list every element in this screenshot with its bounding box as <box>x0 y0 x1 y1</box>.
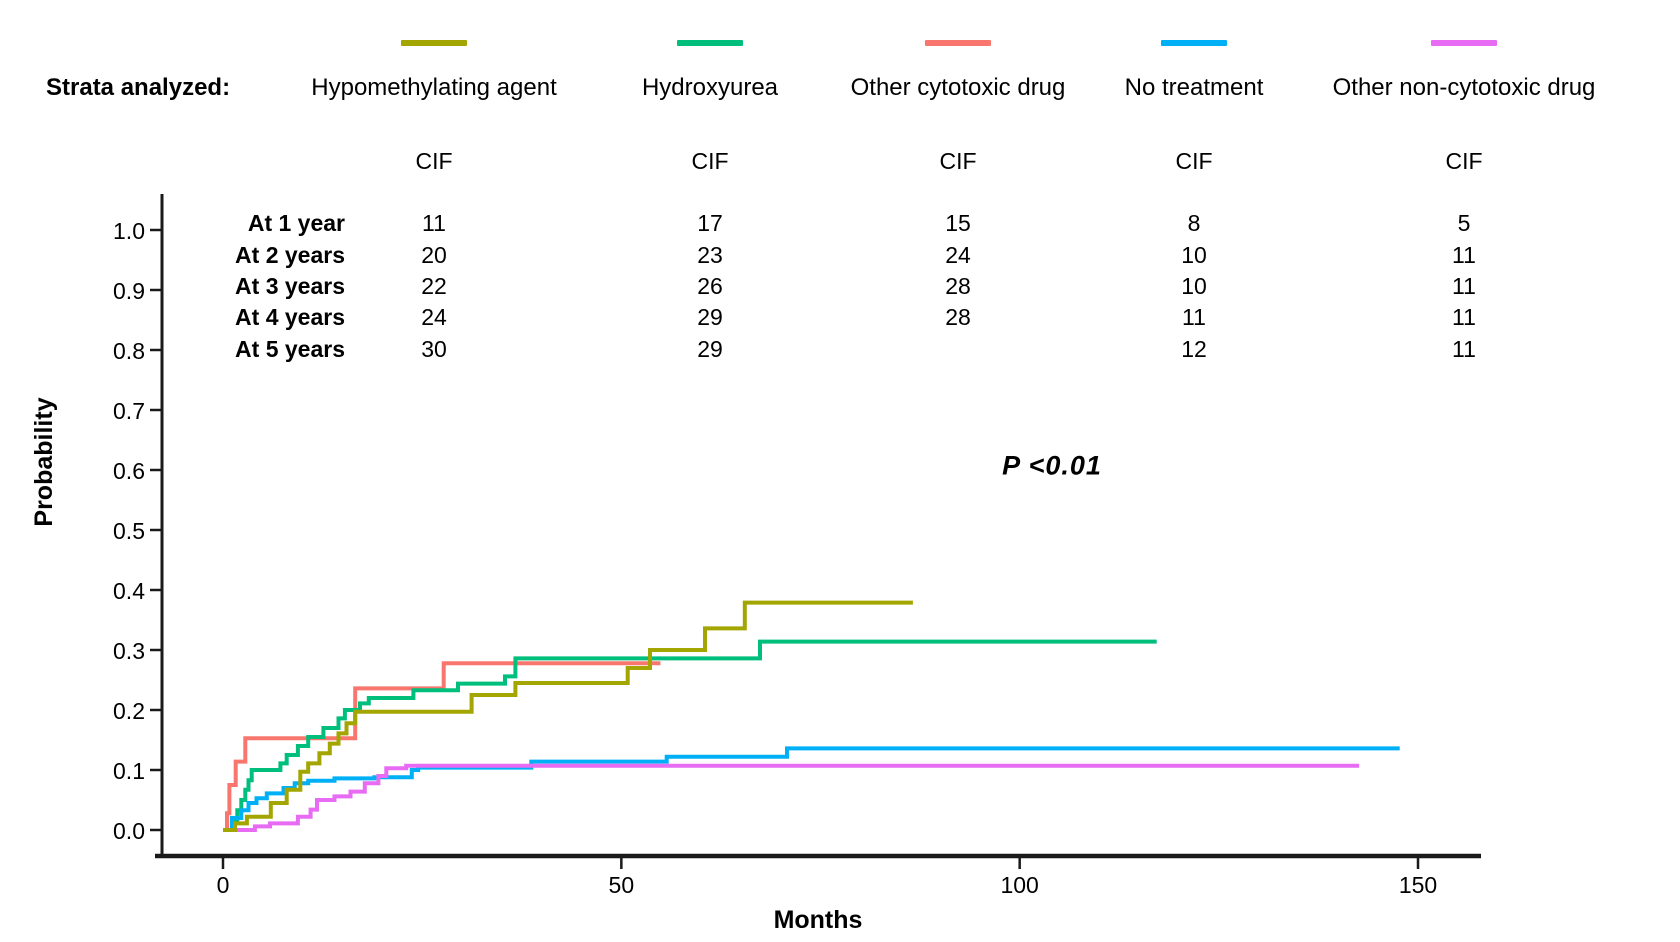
x-axis-title: Months <box>774 906 863 934</box>
y-tick-label: 0.2 <box>113 698 145 724</box>
y-tick-label: 0.0 <box>113 818 145 844</box>
cif-value: 8 <box>1187 210 1201 236</box>
legend-swatch-1 <box>401 40 467 46</box>
cif-header-1: CIF <box>415 148 453 174</box>
legend-label-2: Hydroxyurea <box>641 74 779 101</box>
legend-swatch-5 <box>1431 40 1497 46</box>
cif-value: 12 <box>1181 336 1207 362</box>
cif-header-2: CIF <box>691 148 729 174</box>
x-tick-label: 50 <box>609 872 635 898</box>
cif-value: 5 <box>1457 210 1471 236</box>
y-tick-label: 0.3 <box>113 638 145 664</box>
legend-label-3: Other cytotoxic drug <box>850 74 1066 101</box>
y-tick-label: 0.5 <box>113 518 145 544</box>
cif-value: 10 <box>1181 273 1207 299</box>
cif-row-label: At 4 years <box>235 304 345 330</box>
cif-value: 17 <box>697 210 723 236</box>
y-tick-label: 1.0 <box>113 218 145 244</box>
legend-label-4: No treatment <box>1124 74 1264 101</box>
legend-swatch-3 <box>925 40 991 46</box>
cif-row-label: At 5 years <box>235 336 345 362</box>
y-tick-label: 0.8 <box>113 338 145 364</box>
y-tick-label: 0.6 <box>113 458 145 484</box>
legend-title: Strata analyzed: <box>46 74 231 101</box>
cif-value: 11 <box>1452 242 1476 268</box>
cif-value: 28 <box>945 304 971 330</box>
cif-value: 11 <box>1452 273 1476 299</box>
cif-curve-other-non-cytotoxic-drug <box>223 763 1360 832</box>
legend-label-1: Hypomethylating agent <box>311 74 557 101</box>
legend-label-5: Other non-cytotoxic drug <box>1332 74 1596 101</box>
y-tick-label: 0.9 <box>113 278 145 304</box>
cif-row-label: At 3 years <box>235 273 345 299</box>
cif-value: 26 <box>697 273 723 299</box>
cif-curve-no-treatment <box>223 746 1400 832</box>
cif-value: 30 <box>421 336 447 362</box>
x-tick-label: 100 <box>1000 872 1038 898</box>
cif-value: 11 <box>1452 304 1476 330</box>
cif-value: 29 <box>697 304 723 330</box>
cif-curve-hydroxyurea <box>223 639 1157 832</box>
legend-swatch-2 <box>677 40 743 46</box>
cif-value: 29 <box>697 336 723 362</box>
x-tick-label: 0 <box>217 872 230 898</box>
cif-value: 11 <box>1182 304 1206 330</box>
cif-row-label: At 2 years <box>235 242 345 268</box>
cif-header-5: CIF <box>1445 148 1483 174</box>
cif-value: 24 <box>945 242 971 268</box>
legend-swatch-4 <box>1161 40 1227 46</box>
cif-value: 20 <box>421 242 447 268</box>
cif-value: 10 <box>1181 242 1207 268</box>
y-tick-label: 0.7 <box>113 398 145 424</box>
cif-value: 11 <box>1452 336 1476 362</box>
cif-curve-hypomethylating-agent <box>223 600 913 832</box>
y-axis-title: Probability <box>30 397 58 526</box>
cif-value: 22 <box>421 273 447 299</box>
cif-value: 24 <box>421 304 447 330</box>
cif-value: 28 <box>945 273 971 299</box>
y-tick-label: 0.4 <box>113 578 145 604</box>
y-tick-label: 0.1 <box>113 758 145 784</box>
p-value-annotation: P <0.01 <box>1002 450 1102 481</box>
x-tick-label: 150 <box>1399 872 1437 898</box>
cif-value: 23 <box>697 242 723 268</box>
cif-row-label: At 1 year <box>247 210 345 236</box>
cif-value: 11 <box>422 210 446 236</box>
cif-value: 15 <box>945 210 971 236</box>
cif-header-4: CIF <box>1175 148 1213 174</box>
cif-header-3: CIF <box>939 148 977 174</box>
